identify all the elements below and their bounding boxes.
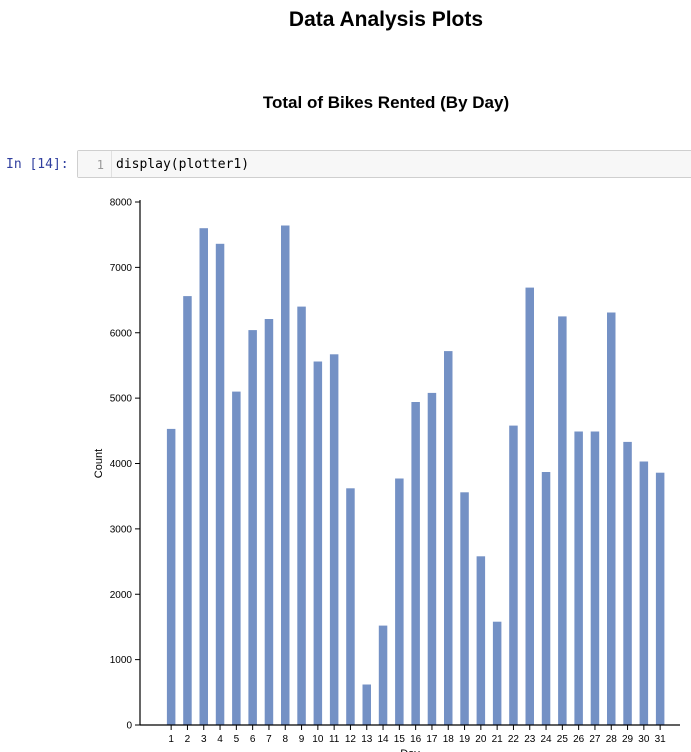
cell-prompt: In [14]: xyxy=(6,157,69,172)
x-tick-label: 14 xyxy=(377,734,389,745)
code-line[interactable]: display(plotter1) xyxy=(116,157,250,172)
bar-day-7 xyxy=(264,319,274,725)
bar-day-17 xyxy=(427,392,437,725)
bar-day-10 xyxy=(313,361,323,725)
x-tick-label: 11 xyxy=(329,734,340,745)
x-tick-label: 12 xyxy=(345,734,357,745)
x-tick-label: 29 xyxy=(622,734,634,745)
x-tick-label: 5 xyxy=(234,734,240,745)
x-tick-label: 17 xyxy=(426,734,438,745)
bar-day-4 xyxy=(215,243,225,726)
bar-day-25 xyxy=(558,316,567,725)
bar-day-24 xyxy=(541,472,551,725)
bar-day-11 xyxy=(329,354,339,725)
y-tick-label: 2000 xyxy=(110,590,133,601)
bar-day-6 xyxy=(248,330,257,725)
x-tick-label: 31 xyxy=(655,734,667,745)
y-axis-title: Count xyxy=(93,449,105,478)
x-tick-label: 3 xyxy=(201,734,207,745)
bar-day-3 xyxy=(199,228,208,725)
bar-day-20 xyxy=(476,556,486,725)
x-tick-label: 7 xyxy=(266,734,272,745)
y-tick-label: 3000 xyxy=(110,524,133,535)
bar-day-8 xyxy=(281,225,290,725)
x-tick-label: 6 xyxy=(250,734,256,745)
x-tick-label: 9 xyxy=(299,734,305,745)
plot-section-title: Total of Bikes Rented (By Day) xyxy=(262,93,510,112)
bar-day-30 xyxy=(639,461,649,725)
x-tick-label: 18 xyxy=(443,734,455,745)
bar-day-1 xyxy=(166,428,176,725)
y-tick-label: 0 xyxy=(126,721,132,732)
x-tick-label: 22 xyxy=(508,734,520,745)
line-number: 1 xyxy=(96,158,104,172)
bar-day-9 xyxy=(297,306,306,725)
x-tick-label: 27 xyxy=(589,734,601,745)
x-tick-label: 15 xyxy=(394,734,406,745)
x-tick-label: 26 xyxy=(573,734,585,745)
x-tick-label: 13 xyxy=(361,734,373,745)
page-title: Data Analysis Plots xyxy=(288,8,484,31)
bar-day-22 xyxy=(509,425,518,725)
bar-day-13 xyxy=(362,684,371,725)
x-tick-label: 25 xyxy=(557,734,569,745)
x-tick-label: 28 xyxy=(606,734,618,745)
x-tick-label: 23 xyxy=(524,734,536,745)
x-tick-label: 24 xyxy=(540,734,552,745)
code-input-area[interactable]: 1 display(plotter1) xyxy=(77,150,691,178)
x-tick-label: 16 xyxy=(410,734,422,745)
bar-day-23 xyxy=(525,287,534,725)
bar-day-14 xyxy=(378,625,388,725)
bar-day-2 xyxy=(183,296,192,725)
bar-day-26 xyxy=(574,431,583,725)
bar-day-16 xyxy=(411,402,420,725)
x-axis-title: Day xyxy=(400,748,420,752)
x-tick-label: 2 xyxy=(185,734,191,745)
bar-day-19 xyxy=(460,492,469,725)
y-tick-label: 4000 xyxy=(110,459,133,470)
notebook-code-cell[interactable]: In [14]: 1 display(plotter1) xyxy=(0,150,691,180)
x-tick-label: 19 xyxy=(459,734,471,745)
bar-day-28 xyxy=(607,312,616,725)
bar-day-27 xyxy=(590,431,600,725)
y-tick-label: 7000 xyxy=(110,263,133,274)
x-tick-label: 4 xyxy=(217,734,223,745)
y-tick-label: 6000 xyxy=(110,328,133,339)
bar-day-21 xyxy=(492,621,502,725)
bar-day-12 xyxy=(346,488,355,725)
x-tick-label: 30 xyxy=(638,734,650,745)
y-tick-label: 1000 xyxy=(110,655,133,666)
x-tick-label: 21 xyxy=(492,734,504,745)
x-tick-label: 10 xyxy=(312,734,324,745)
bar-day-15 xyxy=(395,478,404,725)
y-tick-label: 5000 xyxy=(110,394,133,405)
line-number-gutter: 1 xyxy=(78,151,112,177)
y-tick-label: 8000 xyxy=(110,198,133,209)
x-tick-label: 8 xyxy=(282,734,288,745)
bar-day-31 xyxy=(655,472,665,725)
bar-day-5 xyxy=(232,391,241,725)
x-tick-label: 20 xyxy=(475,734,487,745)
bar-day-29 xyxy=(623,441,632,725)
x-tick-label: 1 xyxy=(168,734,174,745)
bar-day-18 xyxy=(444,351,453,725)
